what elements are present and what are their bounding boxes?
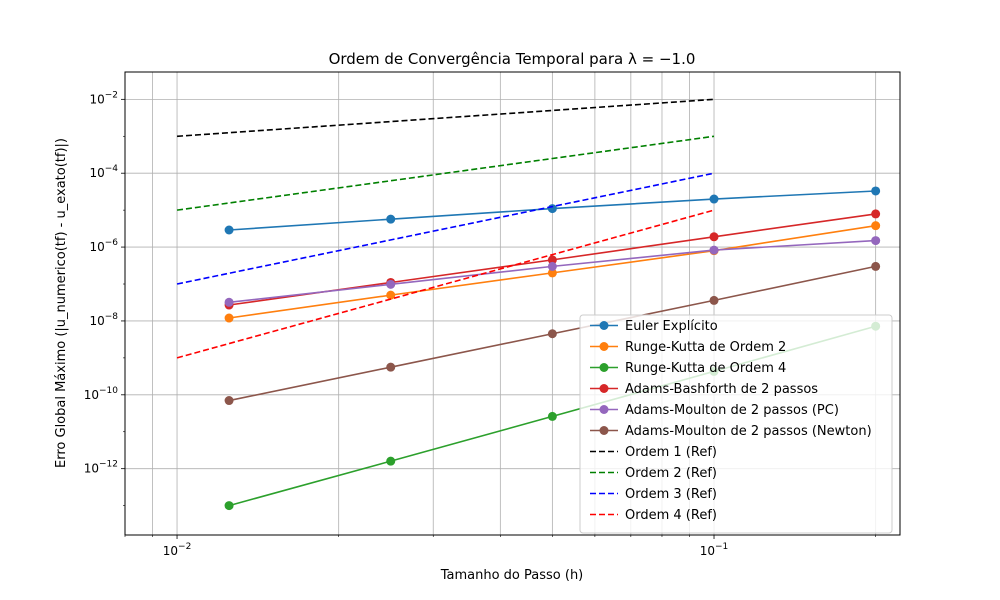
data-point — [386, 214, 396, 224]
data-point — [547, 204, 557, 214]
data-point — [709, 194, 719, 204]
legend-swatch-marker — [599, 342, 609, 351]
data-point — [386, 279, 396, 289]
legend-box — [579, 314, 893, 534]
data-point — [547, 411, 557, 421]
x-tick-label-exponent: −2 — [178, 542, 191, 552]
y-tick-label: 10−8 — [89, 312, 118, 328]
y-tick-label-base: 10 — [89, 92, 104, 106]
legend-swatch-marker — [599, 321, 609, 330]
data-point — [709, 232, 719, 242]
y-tick-label-exponent: −12 — [99, 460, 118, 470]
chart-title: Ordem de Convergência Temporal para λ = … — [329, 50, 696, 68]
data-point — [709, 295, 719, 305]
y-tick-label-exponent: −8 — [105, 312, 119, 322]
y-tick-label-base: 10 — [89, 240, 104, 254]
y-tick-label-exponent: −10 — [99, 386, 118, 396]
series-8 — [176, 135, 715, 211]
legend-entry-label: Ordem 1 (Ref) — [625, 445, 717, 460]
data-point — [871, 236, 881, 246]
legend-entry-label: Ordem 2 (Ref) — [625, 466, 717, 481]
x-tick-label: 10−1 — [700, 542, 729, 558]
legend-entry-label: Adams-Moulton de 2 passos (Newton) — [625, 424, 872, 439]
y-tick-label: 10−12 — [84, 460, 118, 476]
series-5 — [224, 236, 881, 307]
data-point — [386, 362, 396, 372]
legend-swatch-marker — [599, 363, 609, 372]
y-tick-label-exponent: −6 — [105, 238, 119, 248]
legend-entry-label: Ordem 4 (Ref) — [625, 508, 717, 523]
y-tick-label-exponent: −2 — [105, 90, 118, 100]
y-tick-label: 10−2 — [89, 90, 118, 106]
series-10 — [176, 209, 715, 359]
legend-swatch-marker — [599, 405, 609, 414]
x-axis-title: Tamanho do Passo (h) — [440, 568, 584, 583]
data-point — [871, 221, 881, 231]
y-tick-label: 10−4 — [89, 164, 118, 180]
legend-entry-label: Adams-Moulton de 2 passos (PC) — [625, 403, 839, 418]
data-point — [386, 290, 396, 300]
data-point — [224, 501, 234, 511]
series-layer — [176, 98, 881, 511]
y-tick-label-exponent: −4 — [105, 164, 119, 174]
legend-swatch-marker — [599, 384, 609, 393]
legend-entry-label: Ordem 3 (Ref) — [625, 487, 717, 502]
series-line — [176, 135, 715, 211]
y-tick-label-base: 10 — [89, 166, 104, 180]
x-tick-label-base: 10 — [163, 544, 178, 558]
data-point — [871, 209, 881, 219]
x-tick-label-exponent: −1 — [715, 542, 728, 552]
series-line — [176, 172, 715, 285]
data-point — [224, 313, 234, 323]
y-tick-label: 10−10 — [84, 386, 119, 402]
x-tick-label: 10−2 — [163, 542, 192, 558]
data-point — [547, 255, 557, 265]
data-point — [224, 297, 234, 307]
data-point — [547, 261, 557, 271]
data-point — [547, 268, 557, 278]
y-tick-label-base: 10 — [84, 388, 99, 402]
legend-entry-label: Runge-Kutta de Ordem 4 — [625, 361, 786, 376]
data-point — [224, 396, 234, 406]
series-1 — [224, 186, 881, 235]
y-tick-label-base: 10 — [89, 314, 104, 328]
y-tick-label-base: 10 — [84, 462, 99, 476]
legend: Euler Explícito Runge-Kutta de Ordem 2 Run… — [579, 314, 893, 534]
data-point — [709, 245, 719, 255]
legend-entry-label: Adams-Bashforth de 2 passos — [625, 382, 818, 397]
legend-swatch-marker — [599, 426, 609, 435]
series-6 — [224, 261, 881, 406]
data-point — [547, 329, 557, 339]
y-axis-title: Erro Global Máximo (|u_numerico(tf) - u_… — [54, 138, 69, 468]
series-9 — [176, 172, 715, 285]
legend-entry-label: Runge-Kutta de Ordem 2 — [625, 340, 786, 355]
data-point — [871, 186, 881, 196]
series-line — [176, 209, 715, 359]
y-tick-label: 10−6 — [89, 238, 118, 254]
data-point — [224, 225, 234, 235]
plot-frame — [124, 71, 901, 536]
data-point — [871, 261, 881, 271]
x-tick-label-base: 10 — [700, 544, 715, 558]
legend-entry-label: Euler Explícito — [625, 319, 718, 334]
data-point — [386, 456, 396, 466]
